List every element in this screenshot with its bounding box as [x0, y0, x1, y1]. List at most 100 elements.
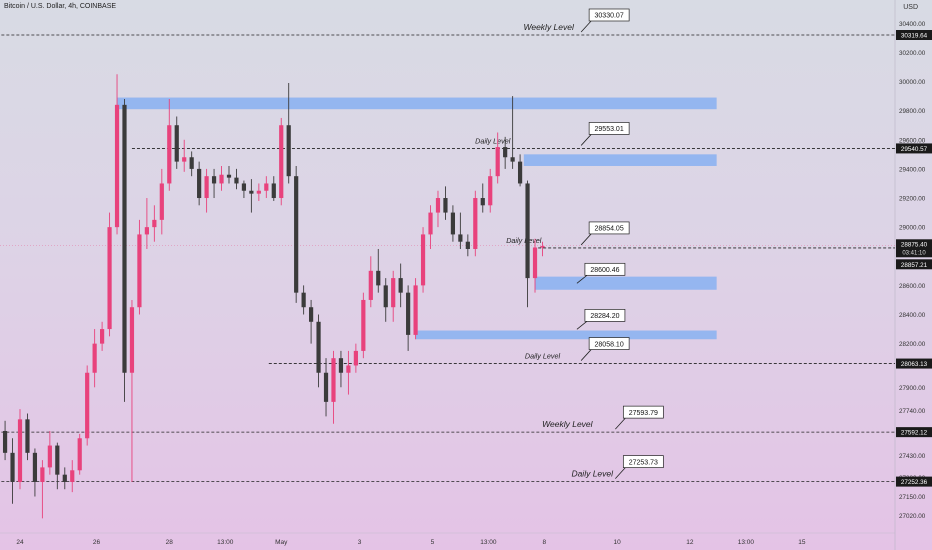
- level-tag-box: [588, 8, 630, 22]
- currency-label: USD: [903, 4, 918, 11]
- candle-body: [495, 147, 500, 177]
- y-tick-label: 30400.00: [899, 21, 926, 28]
- candle-body: [219, 174, 224, 184]
- level-tag-box: [622, 405, 664, 419]
- candle-body: [85, 372, 90, 439]
- y-tick-label: 29600.00: [899, 137, 926, 144]
- candle-body: [391, 278, 396, 308]
- candle-body: [241, 183, 247, 191]
- candle-body: [100, 329, 105, 344]
- candle-body: [55, 445, 60, 475]
- level-tag-pointer: [580, 134, 592, 146]
- candle-body: [25, 419, 30, 453]
- candle-body: [40, 467, 45, 482]
- bar-countdown-label: 03:41:10: [902, 250, 926, 256]
- candle-body: [376, 270, 381, 286]
- candle-body: [346, 365, 351, 373]
- zone-callout-box: [584, 262, 626, 276]
- level-tag-pointer: [580, 233, 592, 246]
- x-tick-label: 12: [686, 539, 694, 546]
- candle-body: [413, 285, 418, 335]
- y-tick-label: 29800.00: [899, 108, 926, 115]
- candle-body: [443, 198, 448, 213]
- level-label: Weekly Level: [542, 419, 594, 429]
- support-resistance-zone: [415, 330, 717, 340]
- support-resistance-zone: [535, 276, 717, 290]
- axis-level-marker: [896, 259, 932, 270]
- axis-level-marker-label: 27252.36: [901, 479, 928, 486]
- axis-level-marker-label: 28857.21: [901, 262, 928, 269]
- y-tick-label: 27900.00: [899, 385, 926, 392]
- candle-body: [503, 147, 508, 158]
- candle-body: [122, 104, 127, 373]
- candle-body: [174, 125, 179, 162]
- level-tag-box: [588, 221, 630, 235]
- support-resistance-zone: [523, 154, 717, 166]
- candle-body: [32, 452, 38, 482]
- candle-body: [323, 372, 329, 402]
- axis-level-marker-label: 30319.64: [901, 32, 928, 39]
- candle-body: [301, 292, 306, 308]
- candle-body: [204, 176, 209, 199]
- symbol-title: Bitcoin / U.S. Dollar, 4h, COINBASE: [4, 3, 117, 10]
- y-tick-label: 27430.00: [899, 453, 926, 460]
- candle-body: [316, 321, 321, 373]
- y-tick-label: 28600.00: [899, 283, 926, 290]
- candle-body: [167, 125, 172, 184]
- axis-level-marker: [896, 358, 932, 369]
- x-tick-label: May: [275, 539, 288, 546]
- candle-body: [406, 292, 411, 335]
- candle-body: [159, 183, 164, 220]
- zone-callout-label: 28600.46: [590, 267, 619, 274]
- level-tag-label: 29553.01: [595, 126, 624, 133]
- axis-level-marker-label: 29540.57: [901, 146, 928, 153]
- level-tag-pointer: [580, 20, 592, 33]
- level-tag-box: [622, 455, 664, 468]
- zone-callout-box: [584, 309, 626, 322]
- x-tick-label: 8: [543, 539, 547, 546]
- axis-level-marker-label: 28063.13: [901, 361, 928, 368]
- candle-body: [2, 430, 8, 453]
- candle-body: [488, 176, 493, 206]
- candle-body: [17, 419, 23, 482]
- candle-body: [70, 470, 75, 482]
- candle-body: [256, 190, 261, 194]
- candle-body: [338, 358, 344, 373]
- candle-body: [331, 358, 336, 402]
- x-tick-label: 13:00: [480, 539, 497, 546]
- y-tick-label: 29200.00: [899, 196, 926, 203]
- y-tick-label: 29400.00: [899, 166, 926, 173]
- zone-callout-pointer: [576, 275, 588, 284]
- y-tick-label: 28400.00: [899, 312, 926, 319]
- candle-body: [47, 445, 52, 468]
- support-resistance-zone: [117, 97, 717, 110]
- candle-body: [249, 190, 254, 194]
- level-tag-pointer: [615, 467, 626, 479]
- y-tick-label: 29000.00: [899, 225, 926, 232]
- candle-body: [189, 157, 194, 169]
- candle-body: [129, 307, 135, 373]
- y-tick-label: 28200.00: [899, 341, 926, 348]
- axis-level-marker: [896, 143, 932, 154]
- x-tick-label: 10: [614, 539, 622, 546]
- zone-callout-label: 28284.20: [590, 313, 619, 320]
- candle-body: [264, 183, 269, 191]
- level-tag-pointer: [580, 349, 592, 361]
- current-price-marker: [896, 239, 932, 258]
- level-tag-label: 30330.07: [595, 13, 624, 20]
- x-tick-label: 5: [431, 539, 435, 546]
- candle-body: [361, 299, 366, 351]
- level-tag-label: 28058.10: [595, 341, 624, 348]
- candle-body: [62, 474, 67, 482]
- level-tag-box: [588, 122, 630, 135]
- candle-body: [517, 161, 523, 184]
- candle-body: [532, 247, 538, 279]
- x-tick-label: 26: [93, 539, 101, 546]
- candle-body: [308, 307, 314, 322]
- candle-body: [234, 177, 239, 184]
- candle-body: [92, 343, 97, 373]
- candle-body: [152, 219, 157, 228]
- x-tick-label: 28: [166, 539, 174, 546]
